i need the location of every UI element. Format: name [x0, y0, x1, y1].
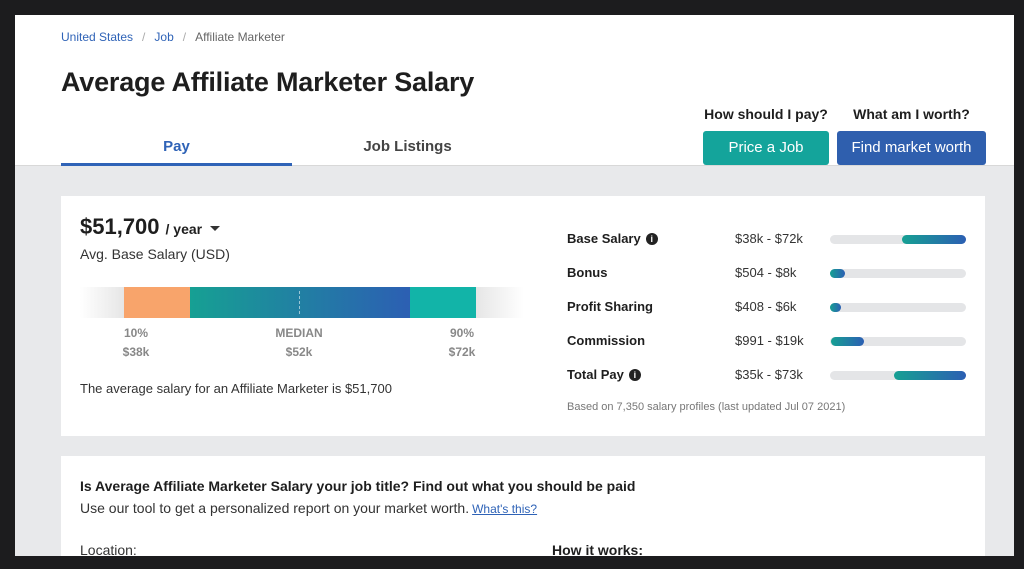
breakdown-label: Commission [567, 333, 645, 348]
browser-viewport: United States / Job / Affiliate Marketer… [15, 15, 1014, 556]
report-title: Is Average Affiliate Marketer Salary you… [80, 478, 636, 494]
report-subtitle: Use our tool to get a personalized repor… [80, 500, 537, 516]
info-icon[interactable]: i [628, 368, 641, 381]
range-fade-left [80, 287, 124, 318]
breakdown-bar-fill [902, 235, 966, 244]
breakdown-label: Total Pay i [567, 367, 641, 382]
breakdown-label-text: Profit Sharing [567, 299, 653, 314]
breakdown-bar-fill [831, 337, 864, 346]
salary-range-bar [80, 287, 524, 318]
breakdown-row-base-salary: Base Salary i $38k - $72k [567, 231, 967, 265]
breakdown-bar-fill [830, 303, 841, 312]
caret-down-icon[interactable] [210, 226, 221, 231]
worth-question: What am I worth? [853, 106, 970, 122]
range-fade-right [476, 287, 524, 318]
info-icon[interactable]: i [645, 232, 658, 245]
report-subtitle-text: Use our tool to get a personalized repor… [80, 500, 470, 516]
market-worth-cta: What am I worth? Find market worth [837, 106, 986, 165]
price-job-cta: How should I pay? Price a Job [703, 106, 829, 165]
breakdown-bar-track [830, 337, 966, 346]
price-a-job-button[interactable]: Price a Job [703, 131, 829, 165]
personalized-report-card: Is Average Affiliate Marketer Salary you… [61, 456, 985, 556]
tab-job-listings[interactable]: Job Listings [363, 138, 452, 155]
breakdown-label: Base Salary i [567, 231, 658, 246]
avg-base-salary-label: Avg. Base Salary (USD) [80, 246, 230, 262]
breakdown-bar-track [830, 371, 966, 380]
tick-label: MEDIAN [275, 326, 323, 340]
salary-period-select[interactable]: / year [165, 221, 203, 237]
breakdown-row-bonus: Bonus $504 - $8k [567, 265, 967, 299]
tick-value: $38k [122, 345, 150, 359]
salary-summary-card: $51,700 / year Avg. Base Salary (USD) 10… [61, 196, 985, 436]
breakdown-label-text: Base Salary [567, 231, 641, 246]
breakdown-bar-fill [893, 371, 966, 380]
breadcrumb-separator: / [182, 30, 187, 44]
breakdown-row-profit-sharing: Profit Sharing $408 - $6k [567, 299, 967, 333]
breakdown-value: $991 - $19k [735, 333, 804, 348]
breadcrumb-separator: / [142, 30, 146, 44]
range-segment-low [124, 287, 190, 318]
breakdown-bar-track [830, 269, 966, 278]
salary-amount: $51,700 [80, 214, 160, 239]
salary-headline: $51,700 / year [80, 214, 221, 240]
breakdown-label: Profit Sharing [567, 299, 653, 314]
range-tick-10: 10% $38k [119, 324, 153, 362]
breakdown-value: $38k - $72k [735, 231, 803, 246]
breakdown-value: $408 - $6k [735, 299, 797, 314]
whats-this-link[interactable]: What's this? [472, 502, 538, 516]
breadcrumb-current: Affiliate Marketer [195, 30, 285, 44]
breadcrumb-link-country[interactable]: United States [61, 30, 134, 44]
find-market-worth-button[interactable]: Find market worth [837, 131, 986, 165]
breakdown-bar-fill [830, 269, 845, 278]
price-question: How should I pay? [704, 106, 828, 122]
breakdown-bar-track [830, 303, 966, 312]
breakdown-row-total-pay: Total Pay i $35k - $73k [567, 367, 967, 401]
breakdown-bar-track [830, 235, 966, 244]
salary-footnote: Based on 7,350 salary profiles (last upd… [567, 401, 846, 413]
median-marker [299, 291, 300, 314]
location-label: Location: [80, 542, 137, 556]
breakdown-row-commission: Commission $991 - $19k [567, 333, 967, 367]
breadcrumb: United States / Job / Affiliate Marketer [61, 30, 285, 44]
tab-bar: Pay Job Listings [61, 129, 523, 166]
breadcrumb-link-job[interactable]: Job [154, 30, 174, 44]
pay-breakdown: Base Salary i $38k - $72k Bonus $504 - $8… [567, 231, 967, 401]
tick-label: 90% [449, 326, 475, 340]
average-salary-text: The average salary for an Affiliate Mark… [80, 381, 392, 396]
breakdown-label-text: Bonus [567, 265, 608, 280]
range-segment-middle [190, 287, 410, 318]
range-tick-90: 90% $72k [445, 324, 479, 362]
breakdown-label: Bonus [567, 265, 607, 280]
how-it-works-label: How it works: [552, 542, 644, 556]
range-segment-high [410, 287, 476, 318]
tick-value: $72k [448, 345, 476, 359]
page-header: United States / Job / Affiliate Marketer… [15, 15, 1014, 166]
tick-value: $52k [285, 345, 313, 359]
breakdown-label-text: Commission [567, 333, 646, 348]
tab-pay[interactable]: Pay [61, 129, 292, 166]
breakdown-value: $504 - $8k [735, 265, 797, 280]
breakdown-value: $35k - $73k [735, 367, 803, 382]
range-tick-median: MEDIAN $52k [269, 324, 329, 362]
breakdown-label-text: Total Pay [567, 367, 624, 382]
tick-label: 10% [123, 326, 149, 340]
page-title: Average Affiliate Marketer Salary [61, 67, 475, 97]
